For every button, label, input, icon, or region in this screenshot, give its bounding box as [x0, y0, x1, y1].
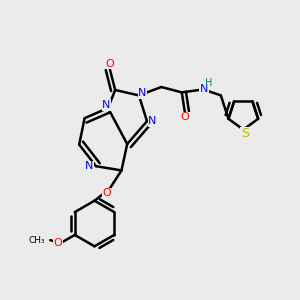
- Text: O: O: [105, 58, 114, 69]
- Text: N: N: [138, 88, 147, 98]
- Text: N: N: [148, 116, 157, 126]
- Text: N: N: [200, 84, 208, 94]
- Text: O: O: [54, 238, 62, 248]
- Text: H: H: [205, 78, 212, 88]
- Text: O: O: [102, 188, 111, 198]
- Text: S: S: [241, 127, 249, 140]
- Text: N: N: [102, 100, 111, 110]
- Text: CH₃: CH₃: [28, 236, 45, 244]
- Text: O: O: [180, 112, 189, 122]
- Text: N: N: [85, 161, 94, 171]
